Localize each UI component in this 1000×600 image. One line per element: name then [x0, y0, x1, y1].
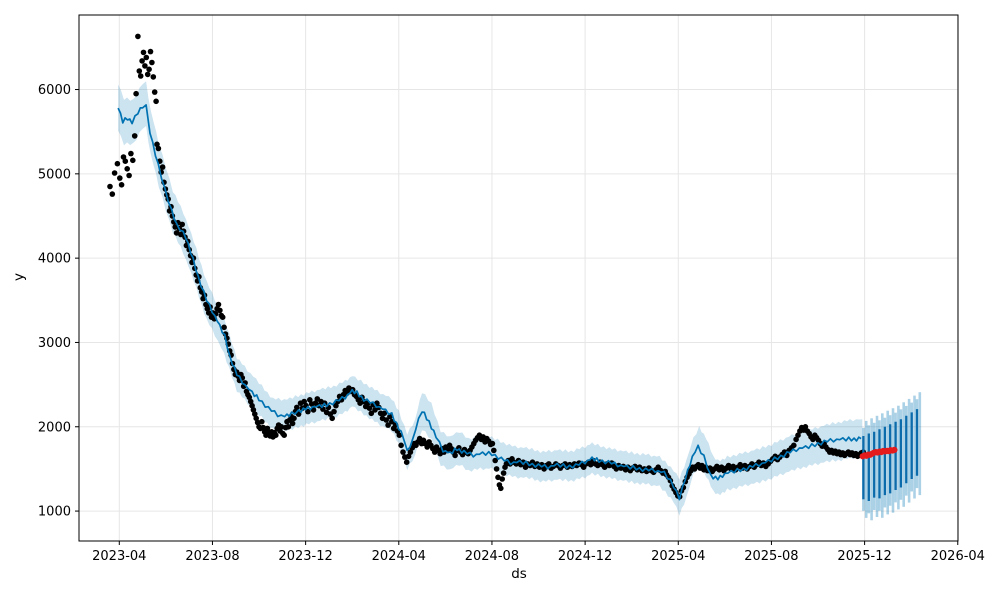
y-tick-label: 4000: [38, 252, 71, 267]
anomaly-points-red: [859, 446, 898, 460]
x-tick-labels: 2023-04 2023-08 2023-12 2024-04 2024-08 2024-…: [92, 541, 985, 564]
y-tick-label: 6000: [38, 83, 71, 98]
x-tick-label: 2025-08: [744, 549, 798, 564]
x-tick-label: 2023-04: [92, 549, 146, 564]
x-tick-label: 2023-12: [278, 549, 332, 564]
y-tick-label: 2000: [38, 420, 71, 435]
x-tick-label: 2024-12: [558, 549, 612, 564]
y-tick-label: 1000: [38, 505, 71, 520]
x-tick-label: 2024-04: [372, 549, 426, 564]
x-tick-label: 2025-04: [651, 549, 705, 564]
forecast-line: [117, 104, 862, 501]
y-tick-labels: 1000 2000 3000 4000 5000 6000: [38, 83, 79, 520]
x-tick-label: 2026-04: [931, 549, 985, 564]
y-tick-label: 3000: [38, 336, 71, 351]
y-tick-label: 5000: [38, 167, 71, 182]
x-axis-label: ds: [511, 566, 527, 582]
x-tick-label: 2024-08: [465, 549, 519, 564]
y-axis-label: y: [11, 273, 27, 281]
x-tick-label: 2023-08: [185, 549, 239, 564]
x-tick-label: 2025-12: [837, 549, 891, 564]
forecast-weekly-bars: [862, 409, 919, 501]
axes-spines: [78, 14, 959, 542]
